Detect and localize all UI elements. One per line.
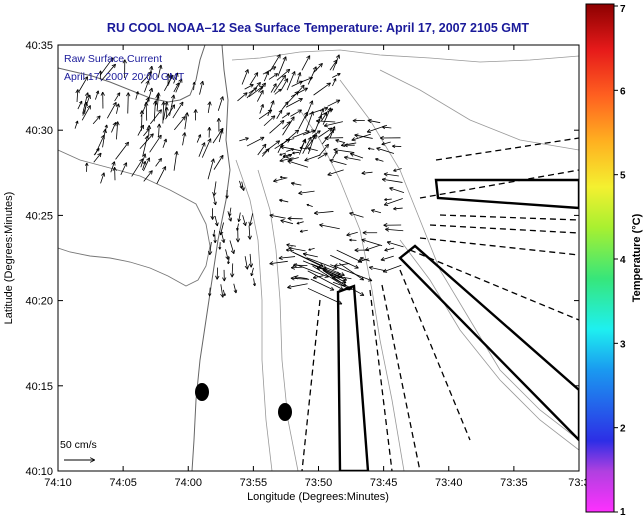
bay-shoreline xyxy=(58,149,211,287)
temperature-colorbar: 7 6 5 4 3 2 1 Temperature (°C) xyxy=(585,3,643,518)
x-tick-label: 73:3 xyxy=(568,477,589,489)
scale-label: 50 cm/s xyxy=(60,439,97,451)
colorbar-tick-label: 7 xyxy=(620,4,626,15)
colorbar-tick-label: 6 xyxy=(620,86,626,97)
x-axis-label: Longitude (Degrees:Minutes) xyxy=(247,491,389,503)
current-legend-title: Raw Surface Current xyxy=(64,53,162,65)
current-legend-time: April 17, 2007 20:00 GMT xyxy=(64,71,185,83)
colorbar-tick-label: 4 xyxy=(620,255,626,266)
y-tick-label: 40:10 xyxy=(25,466,53,478)
y-axis: 40:35 40:30 40:25 40:20 40:15 40:10 xyxy=(25,40,579,478)
x-tick-label: 74:05 xyxy=(109,477,137,489)
x-tick-label: 73:55 xyxy=(240,477,268,489)
colorbar-ticks: 7 6 5 4 3 2 1 xyxy=(614,4,626,518)
buoy-marker xyxy=(278,403,292,421)
y-tick-label: 40:20 xyxy=(25,296,53,308)
colorbar-tick-label: 5 xyxy=(620,171,626,182)
coastline xyxy=(58,45,231,471)
colorbar-gradient xyxy=(585,3,615,513)
colorbar-tick-label: 3 xyxy=(620,339,626,350)
x-tick-label: 73:50 xyxy=(305,477,333,489)
x-tick-label: 74:00 xyxy=(174,477,202,489)
x-tick-label: 73:35 xyxy=(500,477,528,489)
y-tick-label: 40:15 xyxy=(25,381,53,393)
x-tick-label: 74:10 xyxy=(44,477,72,489)
colorbar-tick-label: 2 xyxy=(620,424,626,435)
y-tick-label: 40:30 xyxy=(25,125,53,137)
colorbar-label: Temperature (°C) xyxy=(631,213,643,302)
buoy-marker xyxy=(195,383,209,401)
y-axis-label: Latitude (Degrees:Minutes) xyxy=(3,192,15,325)
x-tick-label: 73:40 xyxy=(435,477,463,489)
y-tick-label: 40:25 xyxy=(25,210,53,222)
surface-current-vectors xyxy=(74,54,405,305)
figure-title: RU COOL NOAA–12 Sea Surface Temperature:… xyxy=(107,21,530,35)
colorbar-tick-label: 1 xyxy=(620,507,626,518)
x-tick-label: 73:45 xyxy=(370,477,398,489)
map-plot-area xyxy=(58,45,579,471)
survey-track-lines xyxy=(301,137,579,471)
y-tick-label: 40:35 xyxy=(25,40,53,52)
x-axis: 74:10 74:05 74:00 73:55 73:50 73:45 73:40 73:35… xyxy=(44,45,590,489)
